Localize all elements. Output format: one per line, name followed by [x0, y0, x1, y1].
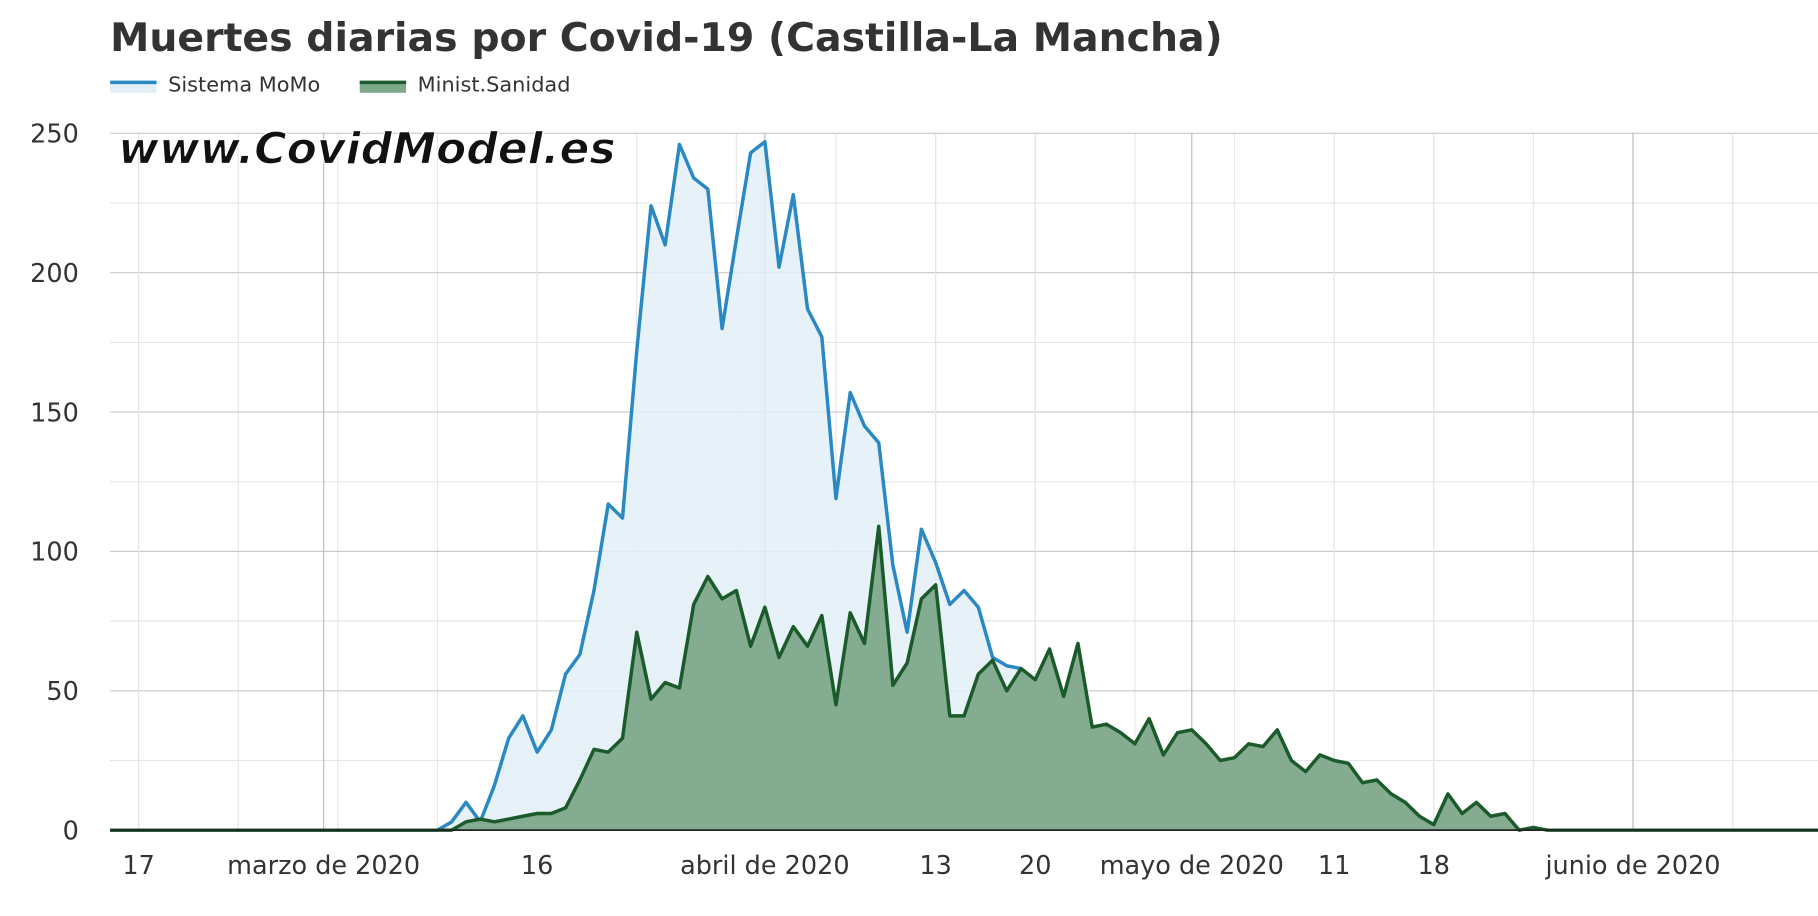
x-tick-label: 20 — [1019, 851, 1051, 881]
y-tick-label: 100 — [30, 538, 79, 568]
chart-title: Muertes diarias por Covid-19 (Castilla-L… — [110, 15, 1223, 61]
x-tick-label: 16 — [521, 851, 553, 881]
x-tick-label: 17 — [122, 851, 154, 881]
x-tick-label: marzo de 2020 — [227, 851, 420, 881]
legend-swatch — [359, 81, 407, 93]
x-tick-label: 13 — [919, 851, 951, 881]
x-tick-label: 18 — [1418, 851, 1450, 881]
x-tick-label: mayo de 2020 — [1100, 851, 1284, 881]
x-tick-label: abril de 2020 — [680, 851, 849, 881]
legend-label: Minist.Sanidad — [418, 73, 571, 97]
x-tick-label: 11 — [1318, 851, 1350, 881]
y-tick-label: 150 — [30, 398, 79, 428]
watermark: www.CovidModel.es — [118, 124, 615, 175]
legend-label: Sistema MoMo — [168, 73, 320, 97]
area-fill — [110, 526, 1818, 831]
y-tick-label: 250 — [30, 120, 79, 150]
legend-swatch — [110, 81, 157, 93]
y-tick-label: 0 — [63, 816, 79, 846]
y-tick-label: 50 — [46, 677, 78, 707]
y-tick-label: 200 — [30, 259, 79, 289]
x-tick-label: junio de 2020 — [1544, 851, 1720, 881]
